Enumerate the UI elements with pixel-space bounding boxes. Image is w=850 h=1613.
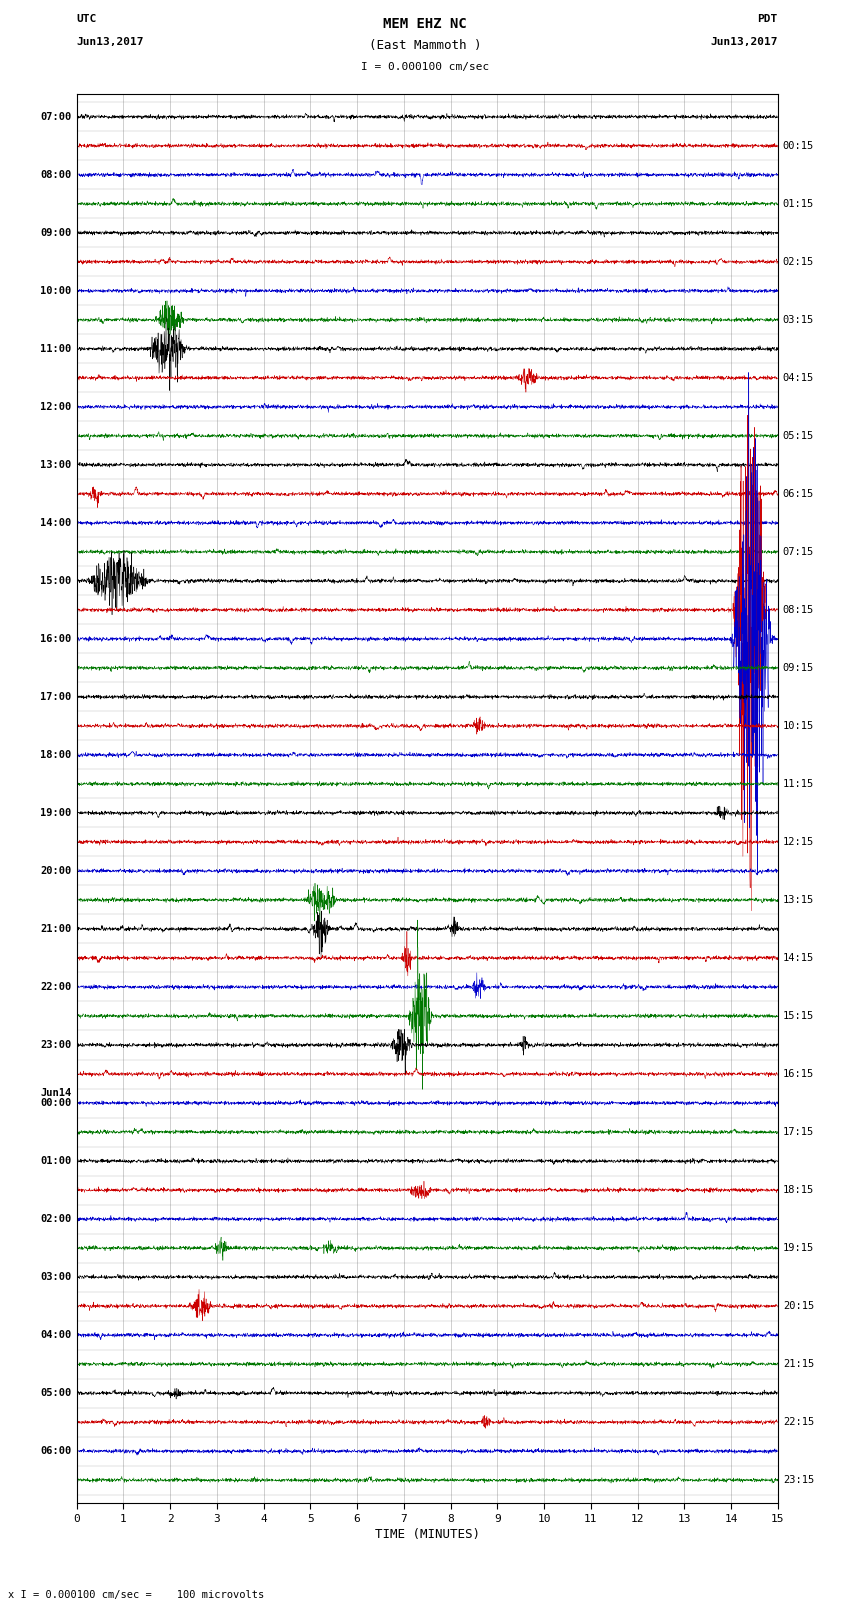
Text: 21:00: 21:00: [40, 924, 71, 934]
Text: MEM EHZ NC: MEM EHZ NC: [383, 16, 467, 31]
Text: 10:15: 10:15: [783, 721, 814, 731]
Text: 04:00: 04:00: [40, 1331, 71, 1340]
Text: 18:00: 18:00: [40, 750, 71, 760]
Text: 15:15: 15:15: [783, 1011, 814, 1021]
Text: 20:00: 20:00: [40, 866, 71, 876]
Text: 09:15: 09:15: [783, 663, 814, 673]
Text: 13:15: 13:15: [783, 895, 814, 905]
Text: UTC: UTC: [76, 15, 97, 24]
Text: 00:00: 00:00: [40, 1098, 71, 1108]
Text: 16:00: 16:00: [40, 634, 71, 644]
Text: 01:00: 01:00: [40, 1157, 71, 1166]
Text: 12:15: 12:15: [783, 837, 814, 847]
Text: 03:15: 03:15: [783, 315, 814, 324]
Text: 23:00: 23:00: [40, 1040, 71, 1050]
Text: 08:15: 08:15: [783, 605, 814, 615]
Text: x I = 0.000100 cm/sec =    100 microvolts: x I = 0.000100 cm/sec = 100 microvolts: [8, 1590, 264, 1600]
Text: 12:00: 12:00: [40, 402, 71, 411]
Text: 19:15: 19:15: [783, 1244, 814, 1253]
Text: 16:15: 16:15: [783, 1069, 814, 1079]
Text: Jun14: Jun14: [40, 1089, 71, 1098]
Text: Jun13,2017: Jun13,2017: [711, 37, 778, 47]
Text: 13:00: 13:00: [40, 460, 71, 469]
Text: 19:00: 19:00: [40, 808, 71, 818]
Text: 05:00: 05:00: [40, 1389, 71, 1398]
Text: 15:00: 15:00: [40, 576, 71, 586]
Text: 06:00: 06:00: [40, 1447, 71, 1457]
Text: 20:15: 20:15: [783, 1302, 814, 1311]
Text: (East Mammoth ): (East Mammoth ): [369, 39, 481, 52]
Text: 10:00: 10:00: [40, 286, 71, 295]
Text: 06:15: 06:15: [783, 489, 814, 498]
Text: 21:15: 21:15: [783, 1360, 814, 1369]
Text: 23:15: 23:15: [783, 1476, 814, 1486]
Text: 18:15: 18:15: [783, 1186, 814, 1195]
Text: I = 0.000100 cm/sec: I = 0.000100 cm/sec: [361, 61, 489, 73]
Text: 02:15: 02:15: [783, 256, 814, 266]
Text: 22:00: 22:00: [40, 982, 71, 992]
X-axis label: TIME (MINUTES): TIME (MINUTES): [375, 1528, 479, 1540]
Text: 07:15: 07:15: [783, 547, 814, 556]
Text: 22:15: 22:15: [783, 1418, 814, 1428]
Text: 08:00: 08:00: [40, 169, 71, 179]
Text: 17:00: 17:00: [40, 692, 71, 702]
Text: 17:15: 17:15: [783, 1127, 814, 1137]
Text: 00:15: 00:15: [783, 140, 814, 150]
Text: 02:00: 02:00: [40, 1215, 71, 1224]
Text: 03:00: 03:00: [40, 1273, 71, 1282]
Text: 11:15: 11:15: [783, 779, 814, 789]
Text: 05:15: 05:15: [783, 431, 814, 440]
Text: 09:00: 09:00: [40, 227, 71, 237]
Text: 11:00: 11:00: [40, 344, 71, 353]
Text: 01:15: 01:15: [783, 198, 814, 208]
Text: Jun13,2017: Jun13,2017: [76, 37, 144, 47]
Text: PDT: PDT: [757, 15, 778, 24]
Text: 04:15: 04:15: [783, 373, 814, 382]
Text: 14:00: 14:00: [40, 518, 71, 527]
Text: 07:00: 07:00: [40, 111, 71, 121]
Text: 14:15: 14:15: [783, 953, 814, 963]
